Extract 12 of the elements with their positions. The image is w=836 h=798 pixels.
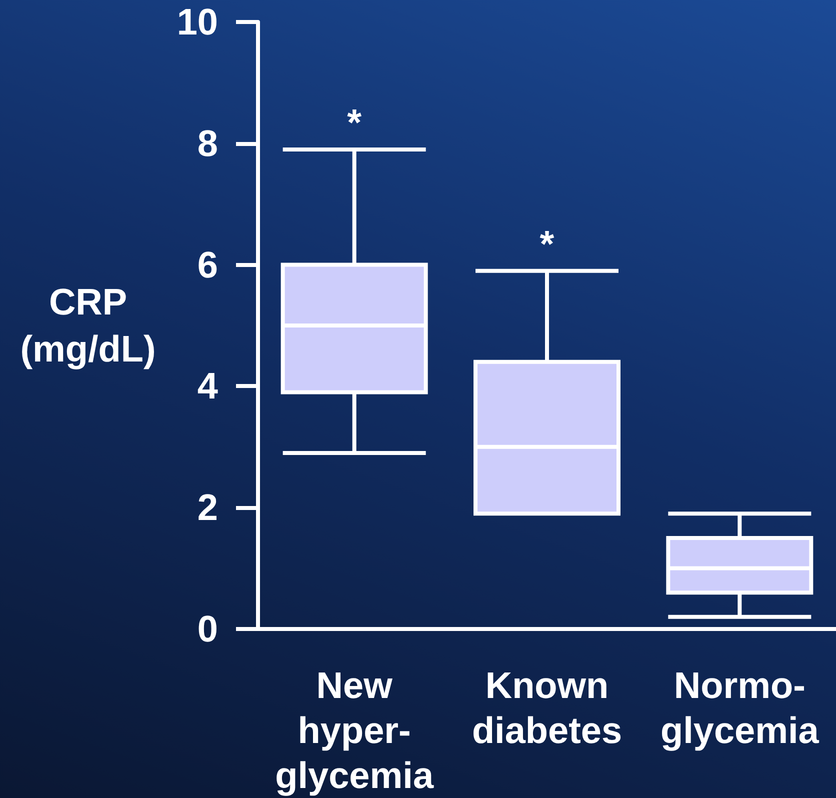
annotation: * xyxy=(347,102,362,143)
y-tick-label: 4 xyxy=(197,366,218,407)
x-tick-label: Known diabetes xyxy=(472,665,622,751)
x-tick-label: New hyper- glycemia xyxy=(275,665,434,796)
y-tick-label: 2 xyxy=(197,487,218,528)
x-tick-label: Normo- glycemia xyxy=(660,665,820,751)
y-tick-label: 10 xyxy=(176,2,218,42)
y-tick-label: 8 xyxy=(197,122,218,164)
y-axis-title: CRP (mg/dL) xyxy=(20,282,156,370)
y-tick-label: 0 xyxy=(197,608,218,650)
annotation: * xyxy=(540,223,555,264)
y-tick-label: 6 xyxy=(197,244,218,286)
